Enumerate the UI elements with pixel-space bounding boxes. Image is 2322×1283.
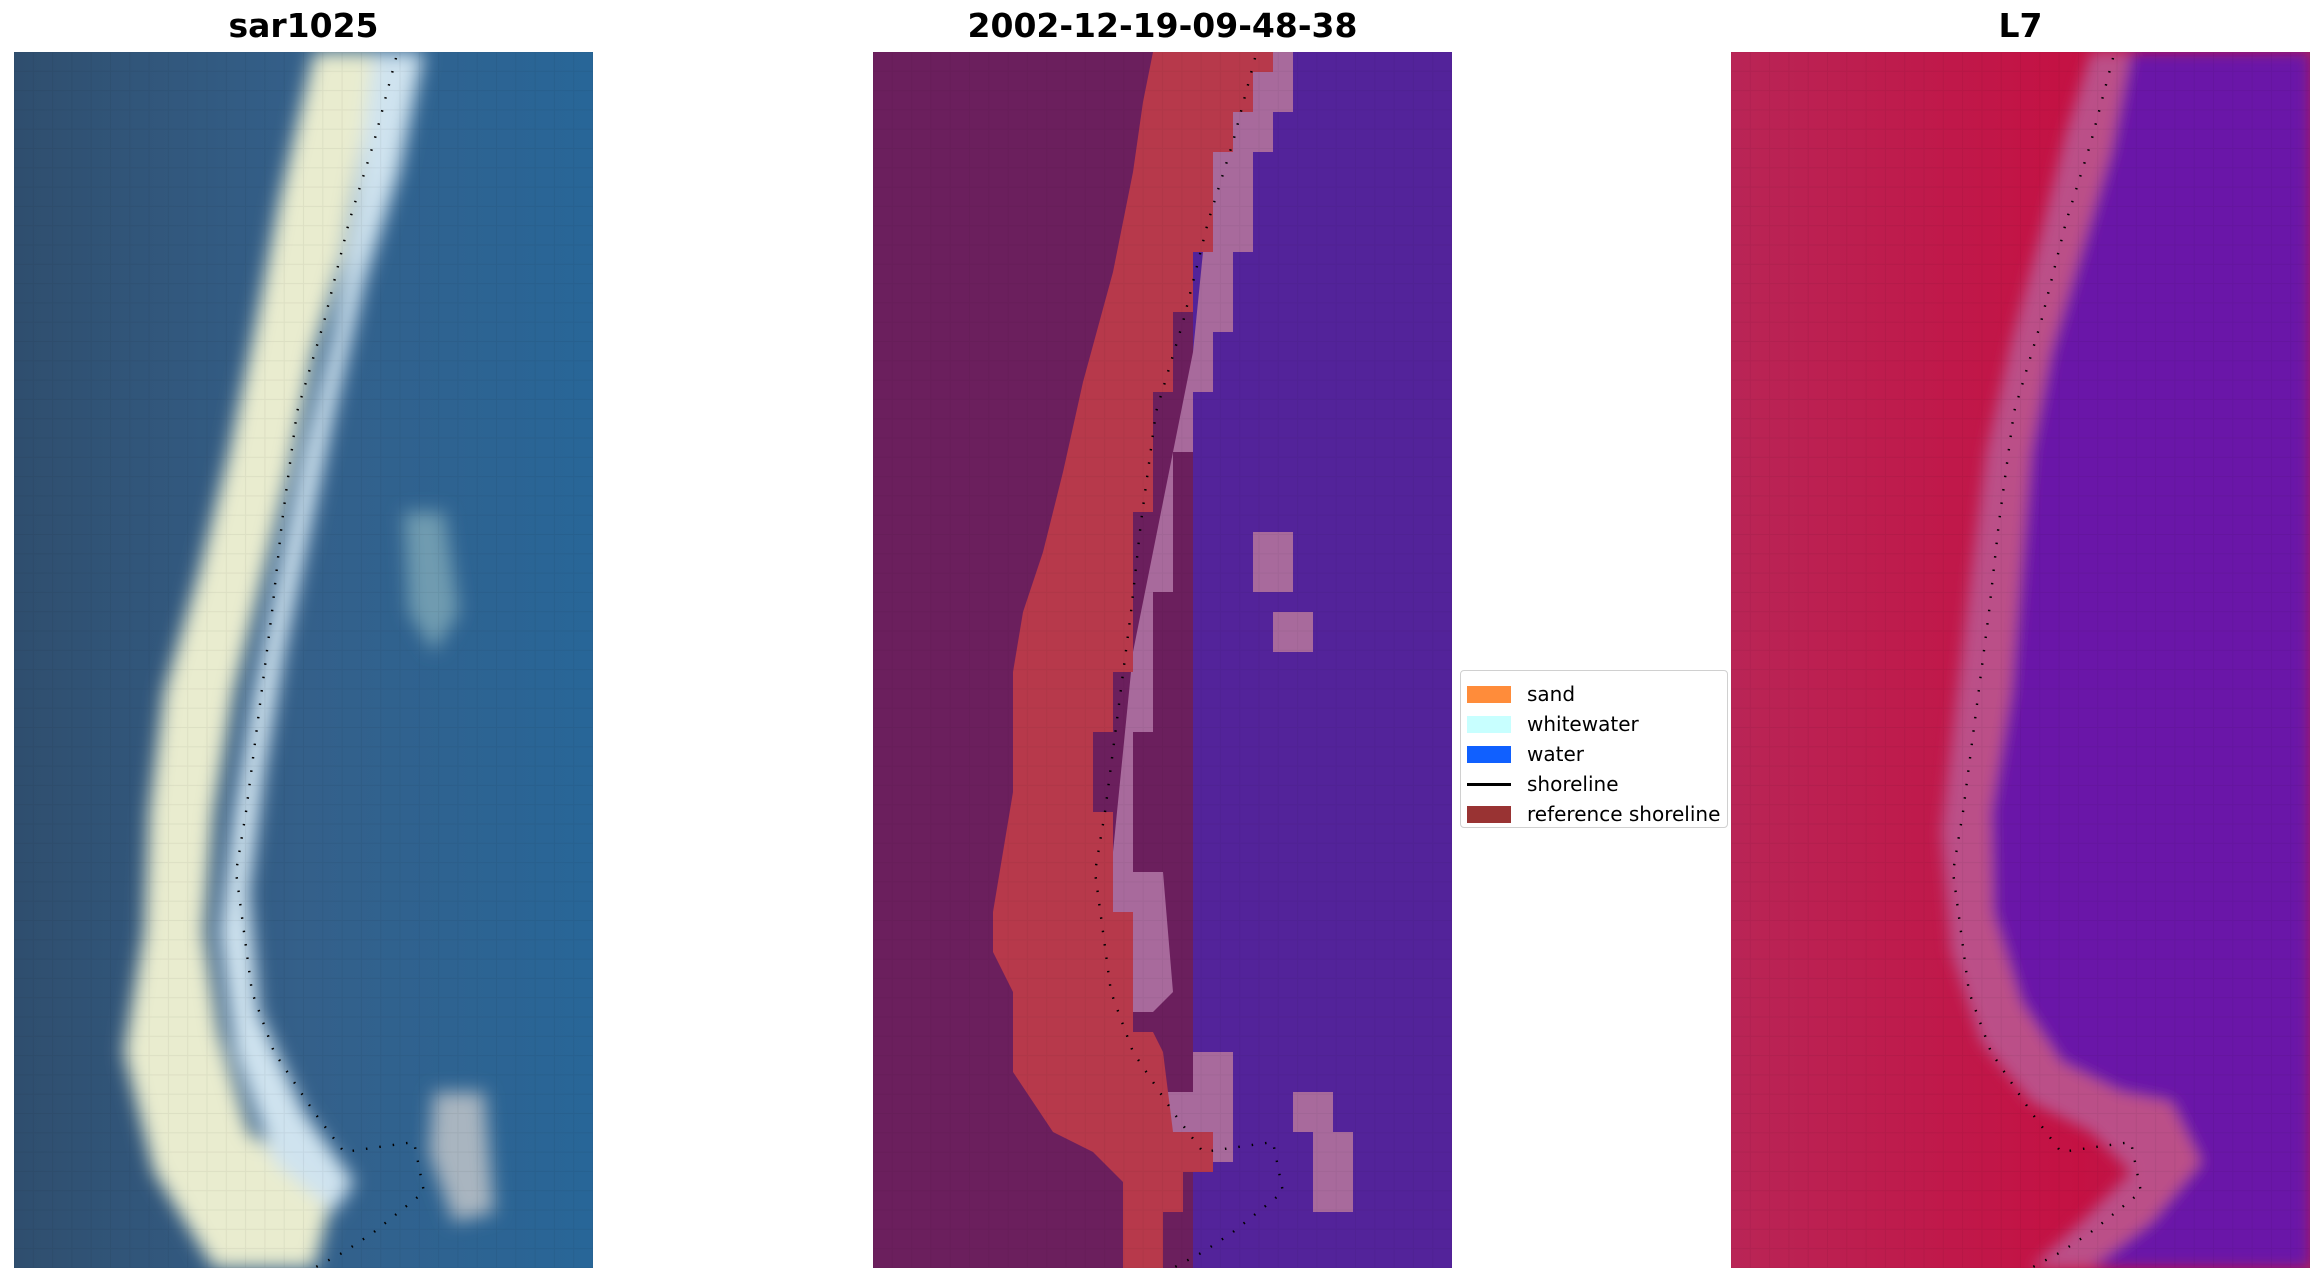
panel-title-left: sar1025 (228, 6, 379, 45)
rgb-image-panel (14, 52, 593, 1268)
legend-item-reference-shoreline: reference shoreline (1467, 799, 1720, 829)
legend-swatch-water (1467, 745, 1511, 763)
legend-line-shoreline (1467, 782, 1511, 786)
classified-image-panel (873, 52, 1452, 1268)
legend-item-shoreline: shoreline (1467, 769, 1619, 799)
legend-swatch-whitewater (1467, 715, 1511, 733)
legend-label-water: water (1527, 742, 1584, 766)
index-image-panel (1731, 52, 2310, 1268)
legend-label-sand: sand (1527, 682, 1576, 706)
legend-item-sand: sand (1467, 679, 1575, 709)
legend-label-reference-shoreline: reference shoreline (1527, 802, 1721, 826)
legend-label-shoreline: shoreline (1527, 772, 1619, 796)
legend-item-whitewater: whitewater (1467, 709, 1639, 739)
panel-title-right: L7 (1998, 6, 2043, 45)
legend-label-whitewater: whitewater (1527, 712, 1639, 736)
legend-swatch-sand (1467, 685, 1511, 703)
legend-swatch-reference-shoreline (1467, 805, 1511, 823)
legend-item-water: water (1467, 739, 1584, 769)
panel-title-center: 2002-12-19-09-48-38 (967, 6, 1358, 45)
legend: sand whitewater water shoreline referenc… (1460, 670, 1728, 828)
